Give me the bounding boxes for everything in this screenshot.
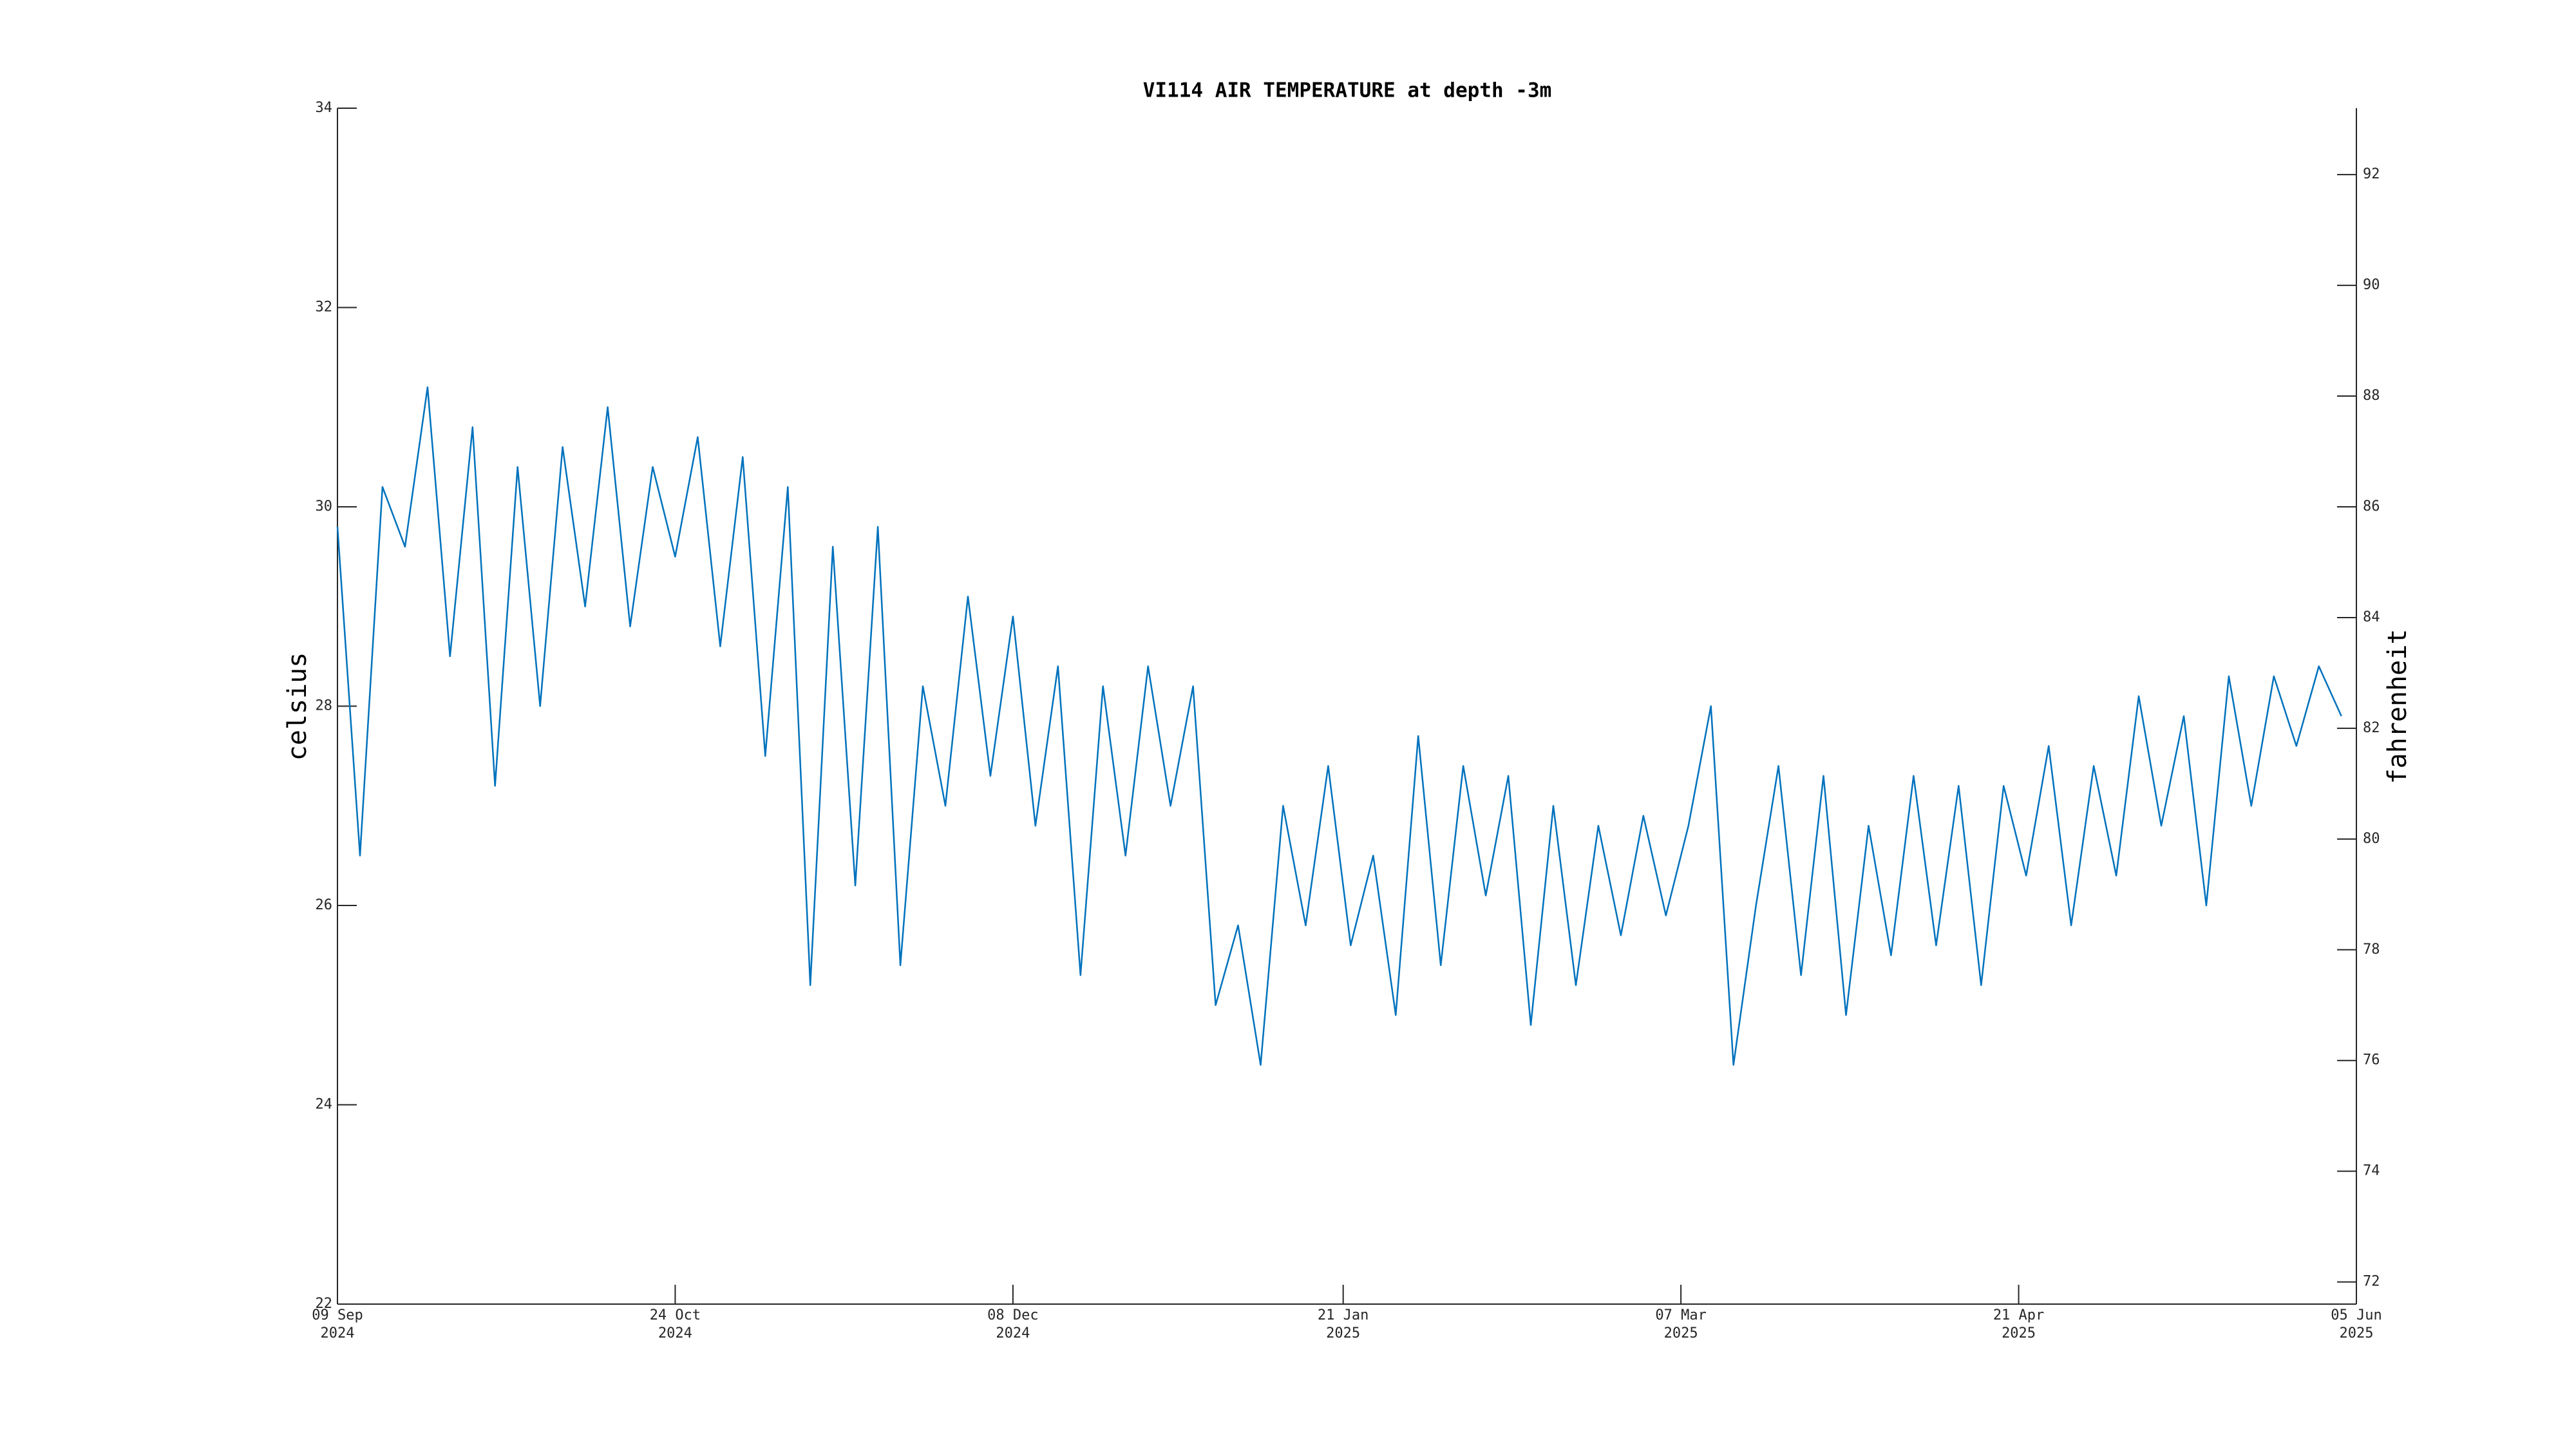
y2-tick-label: 84	[2363, 609, 2380, 625]
y2-tick-label: 86	[2363, 498, 2380, 515]
x-tick-label: 2025	[1664, 1325, 1698, 1341]
x-tick-label: 2025	[2002, 1325, 2036, 1341]
x-tick-label: 21 Apr	[1993, 1307, 2044, 1323]
y-tick-label: 24	[316, 1097, 333, 1113]
y-axis-label: celsius	[283, 652, 312, 761]
y2-tick-label: 92	[2363, 166, 2380, 182]
x-tick-label: 07 Mar	[1655, 1307, 1706, 1323]
x-tick-label: 2024	[658, 1325, 692, 1341]
x-tick-label: 05 Jun	[2331, 1307, 2382, 1323]
y-tick-label: 30	[316, 498, 333, 515]
chart-title: VI114 AIR TEMPERATURE at depth -3m	[1143, 79, 1552, 102]
x-tick-label: 21 Jan	[1318, 1307, 1368, 1323]
y2-tick-label: 76	[2363, 1052, 2380, 1068]
y2-tick-label: 74	[2363, 1163, 2380, 1179]
y-tick-label: 32	[316, 299, 333, 316]
x-tick-label: 2025	[2340, 1325, 2374, 1341]
y2-axis-label: fahrenheit	[2383, 629, 2412, 784]
y-tick-label: 22	[316, 1296, 333, 1312]
x-tick-label: 2025	[1326, 1325, 1360, 1341]
x-tick-label: 24 Oct	[650, 1307, 701, 1323]
y2-tick-label: 82	[2363, 720, 2380, 736]
x-tick-label: 09 Sep	[312, 1307, 363, 1323]
x-tick-label: 08 Dec	[987, 1307, 1038, 1323]
y2-tick-label: 80	[2363, 831, 2380, 847]
y2-tick-label: 88	[2363, 388, 2380, 404]
data-line	[336, 386, 2342, 1066]
x-tick-label: 2024	[321, 1325, 355, 1341]
y2-tick-label: 72	[2363, 1274, 2380, 1290]
y-tick-label: 34	[316, 100, 333, 116]
y2-tick-label: 78	[2363, 942, 2380, 958]
y2-tick-label: 90	[2363, 277, 2380, 293]
y-tick-label: 26	[316, 897, 333, 913]
x-tick-label: 2024	[996, 1325, 1030, 1341]
y-tick-label: 28	[316, 698, 333, 714]
